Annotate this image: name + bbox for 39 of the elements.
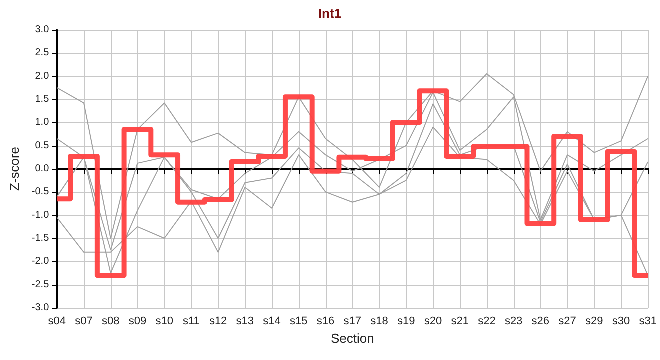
x-tick-label: s16 [316, 316, 335, 328]
x-tick-label: s09 [128, 316, 147, 328]
x-tick-label: s18 [370, 316, 388, 328]
y-tick-label: -2.5 [32, 279, 50, 290]
y-tick-label: 1.5 [35, 94, 50, 105]
y-tick-label: -0.5 [32, 186, 50, 198]
x-tick-label: s30 [612, 316, 630, 328]
y-tick-label: -2.0 [32, 256, 50, 268]
x-tick-label: s13 [236, 316, 254, 328]
x-tick-label: s10 [156, 316, 174, 328]
y-tick-label: 2.0 [35, 70, 50, 82]
x-tick-label: s15 [290, 316, 308, 328]
x-tick-label: s23 [504, 316, 523, 328]
x-tick-label: s19 [397, 316, 416, 328]
y-tick-label: 1.0 [35, 117, 50, 128]
y-tick-label: 0.5 [35, 140, 50, 152]
x-tick-label: s07 [75, 316, 93, 328]
x-tick-label: s08 [102, 316, 120, 328]
y-tick-label: 0.0 [35, 164, 50, 174]
x-tick-label: s21 [451, 316, 469, 328]
x-tick-label: s22 [478, 316, 496, 328]
x-tick-label: s17 [344, 316, 362, 328]
y-tick-label: -1.0 [32, 210, 50, 221]
y-tick-label: -1.5 [32, 233, 50, 244]
x-tick-label: s29 [586, 316, 604, 328]
x-tick-label: s04 [48, 316, 66, 328]
x-tick-label: s27 [558, 316, 576, 328]
x-tick-label: s12 [209, 316, 228, 328]
y-tick-label: -3.0 [32, 302, 50, 314]
x-tick-label: s31 [639, 316, 658, 328]
chart-title: Int1 [318, 6, 342, 21]
x-axis-title: Section [330, 331, 374, 346]
x-tick-label: s11 [182, 316, 200, 328]
y-tick-label: 2.5 [35, 48, 50, 59]
x-tick-label: s26 [532, 316, 550, 328]
x-tick-label: s20 [424, 316, 442, 328]
y-axis-title: Z-score [7, 146, 22, 192]
x-tick-label: s14 [263, 316, 281, 328]
y-tick-label: 3.0 [35, 24, 50, 36]
